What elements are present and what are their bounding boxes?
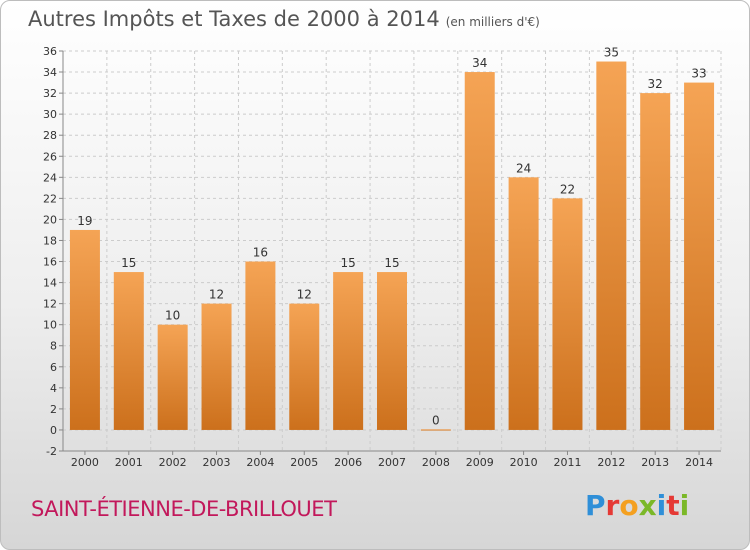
y-tick-label: 30 xyxy=(43,108,57,121)
bar xyxy=(377,272,407,430)
logo-letter: x xyxy=(638,489,657,522)
y-tick-label: 16 xyxy=(43,256,57,269)
x-tick-label: 2013 xyxy=(641,456,669,469)
x-tick-label: 2011 xyxy=(553,456,581,469)
logo-letter: t xyxy=(666,489,680,522)
y-tick-label: 24 xyxy=(43,171,57,184)
y-tick-label: 20 xyxy=(43,213,57,226)
x-tick-label: 2008 xyxy=(422,456,450,469)
x-tick-label: 2009 xyxy=(466,456,494,469)
x-tick-label: 2012 xyxy=(597,456,625,469)
data-label: 34 xyxy=(472,56,487,70)
data-label: 22 xyxy=(560,182,575,196)
y-tick-label: 12 xyxy=(43,298,57,311)
bar xyxy=(464,72,495,430)
bar xyxy=(640,93,671,430)
y-tick-label: 34 xyxy=(43,66,57,79)
data-label: 35 xyxy=(604,46,619,60)
bar xyxy=(596,61,627,430)
bar xyxy=(245,261,276,430)
bar xyxy=(157,324,188,430)
y-tick-label: 4 xyxy=(50,382,57,395)
y-tick-label: 22 xyxy=(43,192,57,205)
y-tick-label: 32 xyxy=(43,87,57,100)
bar xyxy=(684,82,715,430)
y-tick-label: 14 xyxy=(43,277,57,290)
y-tick-label: 10 xyxy=(43,319,57,332)
data-label: 15 xyxy=(384,256,399,270)
logo-letter: o xyxy=(619,489,639,522)
commune-name: SAINT-ÉTIENNE-DE-BRILLOUET xyxy=(31,497,337,521)
x-tick-label: 2002 xyxy=(159,456,187,469)
x-tick-label: 2014 xyxy=(685,456,713,469)
x-tick-label: 2001 xyxy=(115,456,143,469)
bar xyxy=(333,272,364,430)
bar xyxy=(508,177,539,430)
x-tick-label: 2003 xyxy=(203,456,231,469)
bars xyxy=(69,61,715,431)
y-tick-label: -2 xyxy=(46,445,57,458)
x-tick-label: 2000 xyxy=(71,456,99,469)
data-label: 15 xyxy=(121,256,136,270)
y-tick-label: 26 xyxy=(43,150,57,163)
data-label: 19 xyxy=(77,214,92,228)
x-tick-label: 2007 xyxy=(378,456,406,469)
data-label: 0 xyxy=(432,413,440,427)
logo-letter: i xyxy=(679,489,690,522)
logo-letter: r xyxy=(605,489,620,522)
x-tick-label: 2010 xyxy=(510,456,538,469)
x-tick-label: 2004 xyxy=(246,456,274,469)
logo-letter: i xyxy=(656,489,667,522)
chart-unit: (en milliers d'€) xyxy=(445,15,540,29)
proxiti-logo[interactable]: Proxiti xyxy=(585,489,689,522)
bar xyxy=(113,272,144,430)
y-tick-label: 2 xyxy=(50,403,57,416)
y-tick-label: 8 xyxy=(50,340,57,353)
data-label: 12 xyxy=(209,288,224,302)
data-label: 33 xyxy=(691,67,706,81)
bar xyxy=(420,429,451,431)
bar xyxy=(552,198,583,430)
y-tick-label: 0 xyxy=(50,424,57,437)
y-tick-label: 28 xyxy=(43,129,57,142)
data-label: 15 xyxy=(340,256,355,270)
logo-letter: P xyxy=(585,489,606,522)
chart-title-text: Autres Impôts et Taxes de 2000 à 2014 xyxy=(28,7,440,31)
data-label: 32 xyxy=(648,77,663,91)
bar xyxy=(201,303,232,430)
data-label: 12 xyxy=(297,288,312,302)
chart-title: Autres Impôts et Taxes de 2000 à 2014 (en… xyxy=(28,7,540,31)
bar xyxy=(69,229,100,430)
y-tick-label: 18 xyxy=(43,234,57,247)
x-tick-label: 2005 xyxy=(290,456,318,469)
data-labels: 19 15 10 12 16 12 15 15 0 34 24 22 35 32 33 xyxy=(77,46,706,428)
y-tick-label: 36 xyxy=(43,45,57,58)
bar xyxy=(289,303,320,430)
x-tick-label: 2006 xyxy=(334,456,362,469)
data-label: 10 xyxy=(165,309,180,323)
data-label: 24 xyxy=(516,161,531,175)
data-label: 16 xyxy=(253,246,268,260)
y-tick-label: 6 xyxy=(50,361,57,374)
